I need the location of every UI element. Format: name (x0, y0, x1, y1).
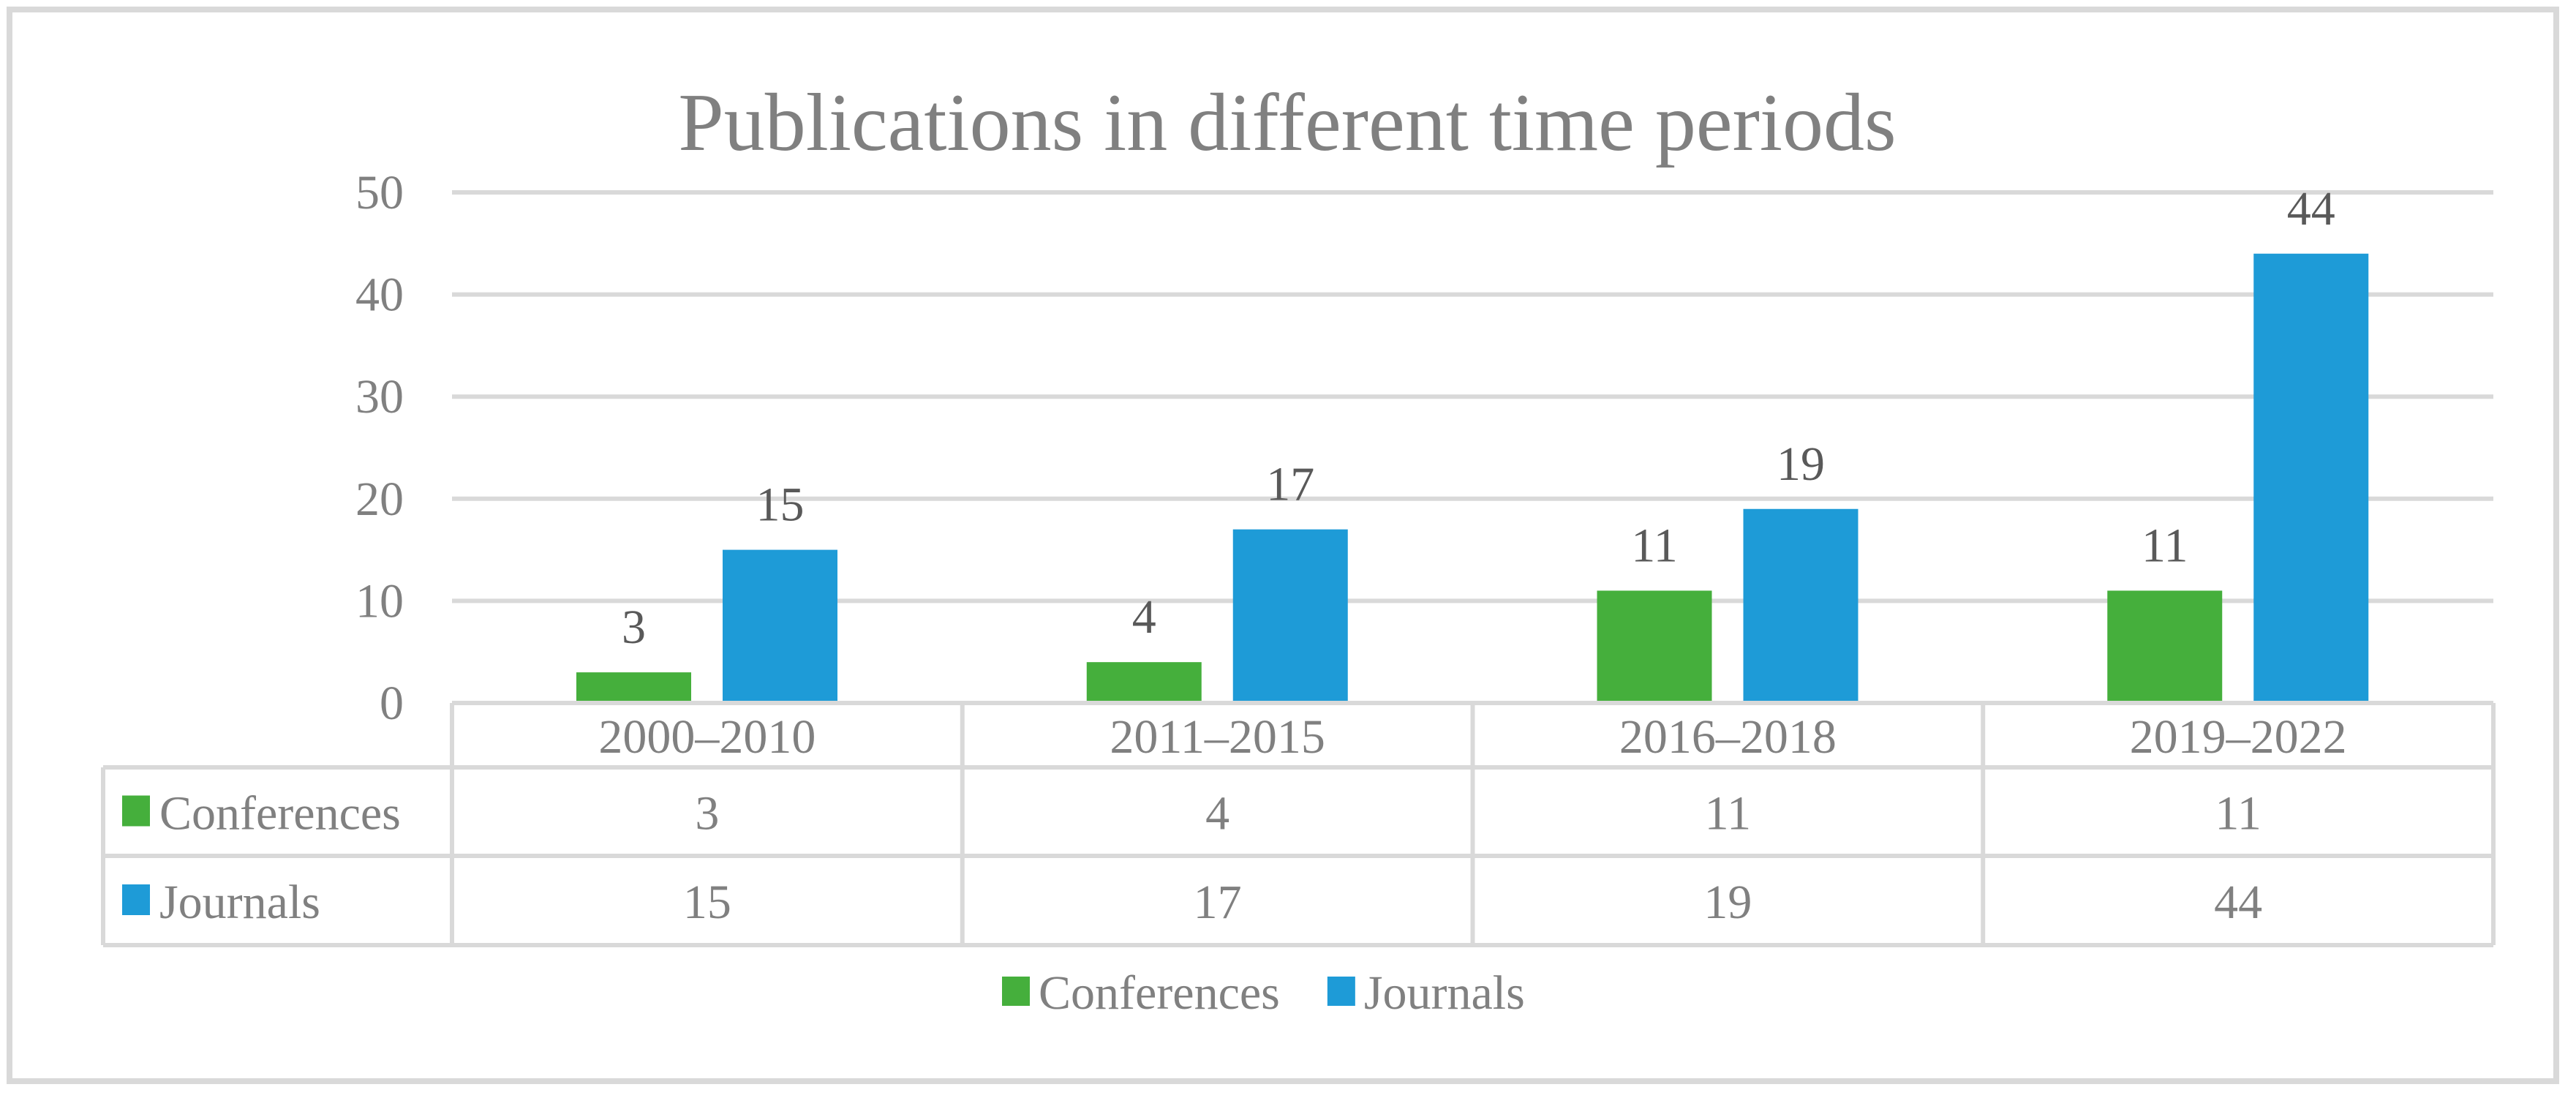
bar-conferences (2107, 590, 2223, 703)
bar-conferences (576, 672, 691, 703)
legend-swatch-journals (1327, 977, 1355, 1006)
bar-journals (2253, 253, 2369, 703)
legend-key-journals (122, 884, 150, 915)
legend-label-conferences: Conferences (1039, 966, 1280, 1020)
category-label: 2011–2015 (1110, 710, 1325, 764)
table-cell: 11 (2215, 787, 2261, 841)
data-label: 19 (1777, 437, 1825, 491)
bar-conferences (1086, 662, 1202, 703)
table-cell: 19 (1703, 876, 1752, 929)
data-label: 15 (756, 478, 805, 532)
table-cell: 44 (2214, 876, 2262, 929)
bar-journals (1743, 508, 1858, 703)
table-series-label: Journals (159, 876, 320, 929)
bar-journals (1232, 529, 1348, 703)
category-label: 2000–2010 (598, 710, 816, 764)
category-label: 2019–2022 (2130, 710, 2347, 764)
y-tick-label: 0 (380, 677, 404, 730)
data-label: 11 (2142, 519, 2188, 572)
data-label: 3 (622, 601, 646, 654)
data-label: 44 (2287, 182, 2335, 236)
table-cell: 15 (683, 876, 731, 929)
bar-journals (723, 549, 837, 703)
y-tick-label: 50 (355, 166, 404, 219)
data-label: 11 (1631, 519, 1678, 572)
table-series-label: Conferences (159, 787, 401, 841)
y-tick-label: 40 (355, 268, 404, 322)
table-cell: 17 (1194, 876, 1242, 929)
bar-conferences (1597, 590, 1712, 703)
y-tick-label: 20 (355, 473, 404, 526)
chart-title: Publications in different time periods (678, 78, 1896, 168)
y-tick-label: 10 (355, 574, 404, 628)
table-cell: 11 (1705, 787, 1752, 841)
legend-key-conferences (122, 795, 150, 827)
data-label: 17 (1266, 458, 1314, 511)
data-label: 4 (1132, 590, 1156, 644)
y-tick-label: 30 (355, 370, 404, 424)
legend-label-journals: Journals (1364, 966, 1525, 1020)
category-label: 2016–2018 (1619, 710, 1837, 764)
legend-swatch-conferences (1002, 977, 1030, 1006)
table-cell: 4 (1205, 787, 1229, 841)
table-cell: 3 (695, 787, 719, 841)
